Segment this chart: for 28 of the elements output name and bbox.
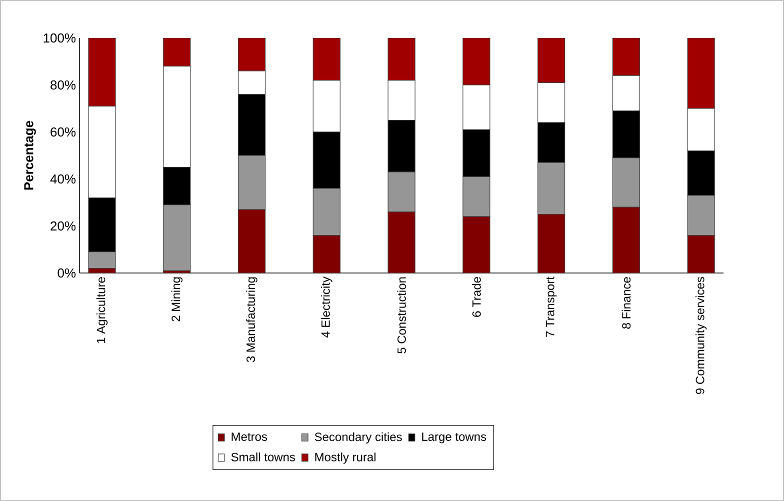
y-axis-title: Percentage [24,120,36,190]
y-tick-label: 20% [50,221,76,231]
y-tick-label: 100% [44,33,76,43]
x-tick-label: 1 Agriculture [96,277,108,343]
bar [687,235,715,273]
bar [538,214,566,273]
x-tick-label: 3 Manufacturing [246,277,258,362]
x-tick-label: 9 Community services [695,276,707,394]
y-tick-label: 60% [50,127,76,137]
legend-label: Metros [232,432,268,441]
x-tick-label: 6 Trade [472,277,481,317]
bar [312,235,340,273]
legend-label: Secondary cities [314,432,402,444]
x-tick-label: 5 Construction [397,277,406,354]
x-tick-label: 2 Mining [171,277,182,322]
x-tick-label: 7 Transport [546,276,557,337]
x-tick-label: 8 Finance [622,277,631,329]
y-tick-label: 0% [58,268,76,278]
bar [238,209,266,273]
y-tick-label: 80% [50,80,76,90]
legend-label: Small towns [231,452,296,462]
bar [388,212,416,273]
bar [612,206,640,273]
legend-label: Mostly rural [315,452,376,464]
x-tick-label: 4 Electricity [321,276,332,338]
bar [462,216,490,273]
y-tick-label: 40% [50,174,76,184]
legend-label: Large towns [422,432,486,444]
